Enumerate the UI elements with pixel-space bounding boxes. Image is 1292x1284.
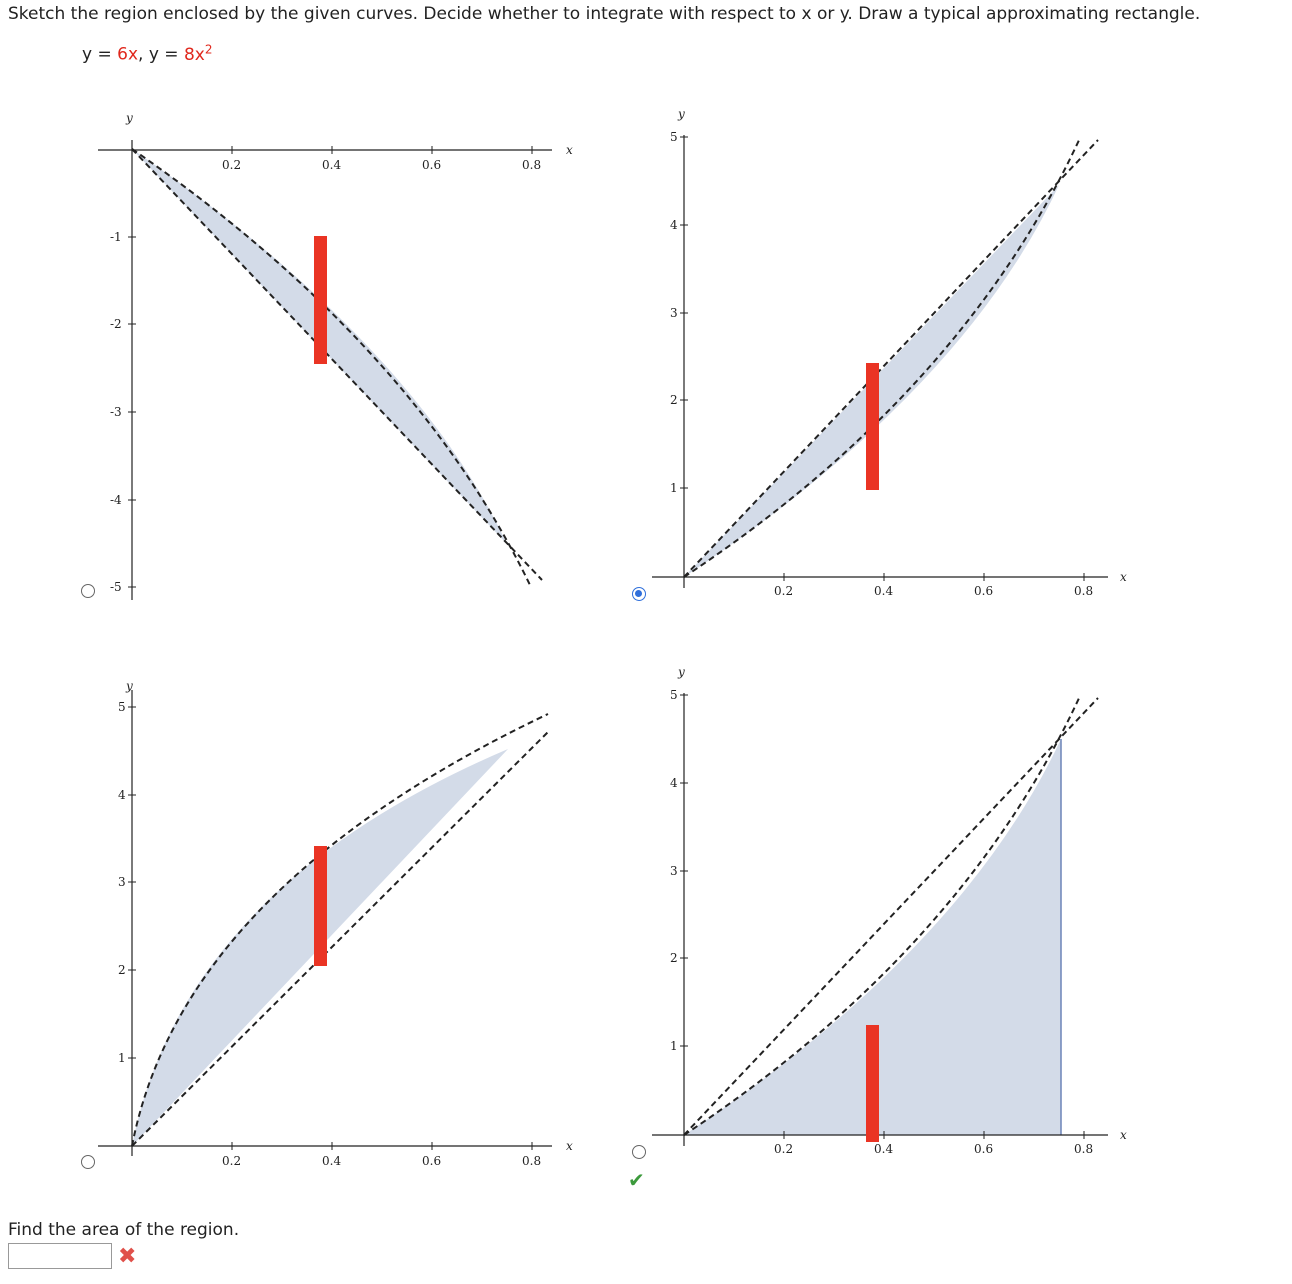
radio-option-c[interactable] [81,1155,95,1169]
y-tick: 5 [670,688,678,702]
y-tick: 4 [670,218,678,232]
x-tick: 0.6 [974,584,993,598]
x-tick: 0.8 [1074,584,1093,598]
y-axis-label: y [125,679,133,693]
y-axis-label: y [125,111,133,125]
x-tick: 0.8 [1074,1142,1093,1156]
region-fill [684,739,1061,1135]
radio-option-a[interactable] [81,584,95,598]
y-tick: 3 [118,875,126,889]
x-tick: 0.2 [774,584,793,598]
x-tick: 0.8 [522,1154,541,1168]
eq-func-1: 6x [117,44,139,65]
x-tick: 0.6 [422,1154,441,1168]
x-tick: 0.4 [874,584,893,598]
x-axis-label: x [566,143,573,157]
x-tick: 0.2 [774,1142,793,1156]
y-tick: 1 [118,1051,126,1065]
y-tick: 1 [670,481,678,495]
eq-part: y = [82,44,118,65]
question-prompt: Sketch the region enclosed by the given … [8,4,1201,24]
y-tick: -1 [110,230,122,244]
y-tick: 3 [670,306,678,320]
x-tick: 0.4 [322,1154,341,1168]
y-tick: 3 [670,864,678,878]
graph-option-a: 0.2 0.4 0.6 0.8 x y -1 -2 -3 -4 -5 [98,111,573,600]
y-tick: 4 [118,788,126,802]
correct-check-icon: ✔ [628,1168,645,1192]
y-tick: -4 [110,493,122,507]
area-question: Find the area of the region. [8,1220,240,1240]
y-tick: -3 [110,405,122,419]
x-tick: 0.2 [222,1154,241,1168]
x-axis-label: x [1120,1128,1127,1142]
y-tick: 4 [670,776,678,790]
graph-option-c: 0.2 0.4 0.6 0.8 x y 1 2 3 4 5 [98,679,573,1168]
approx-rectangle [866,363,879,490]
x-tick: 0.6 [422,158,441,172]
x-axis-label: x [566,1139,573,1153]
x-tick: 0.4 [322,158,341,172]
y-tick: -5 [110,580,122,594]
x-tick: 0.4 [874,1142,893,1156]
approx-rectangle [314,236,327,364]
x-axis-label: x [1120,570,1127,584]
area-answer-input[interactable] [8,1243,112,1269]
radio-option-b[interactable] [632,587,646,601]
y-tick: 1 [670,1039,678,1053]
radio-option-d[interactable] [632,1145,646,1159]
y-tick: 5 [670,130,678,144]
eq-func-2: 8x2 [183,42,213,65]
approx-rectangle [314,846,327,966]
graph-option-b: 0.2 0.4 0.6 0.8 x y 1 2 3 4 5 [652,107,1127,598]
y-tick: 2 [670,393,678,407]
y-axis-label: y [677,665,685,679]
x-tick: 0.2 [222,158,241,172]
x-tick: 0.8 [522,158,541,172]
y-tick: 2 [670,951,678,965]
y-tick: 2 [118,963,126,977]
graph-option-d: 0.2 0.4 0.6 0.8 x y 1 2 3 4 5 [652,665,1127,1156]
approx-rectangle [866,1025,879,1142]
x-tick: 0.6 [974,1142,993,1156]
eq-part: , y = [138,44,184,65]
y-axis-label: y [677,107,685,121]
equation: y = 6x, y = 8x2 [82,42,212,65]
y-tick: -2 [110,317,122,331]
incorrect-x-icon: ✖ [118,1244,137,1269]
y-tick: 5 [118,700,126,714]
